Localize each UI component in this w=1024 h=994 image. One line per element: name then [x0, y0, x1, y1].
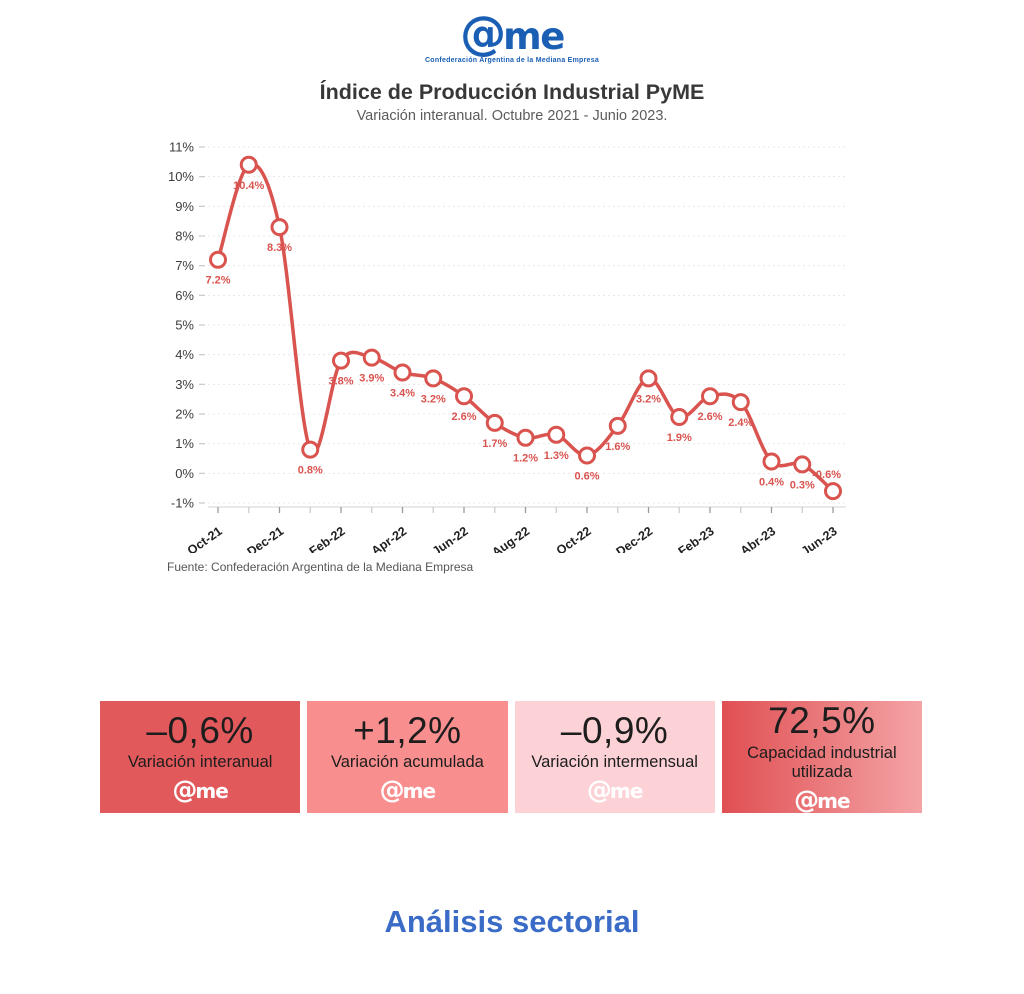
svg-text:6%: 6%	[175, 288, 194, 303]
came-logo-mark: @me	[460, 10, 565, 58]
svg-text:7.2%: 7.2%	[205, 275, 230, 287]
svg-text:2.6%: 2.6%	[697, 411, 722, 423]
svg-text:1.6%: 1.6%	[605, 441, 630, 453]
came-logo-me-text: me	[609, 779, 643, 804]
came-logo-at-glyph: @	[460, 6, 507, 60]
came-logo-me-text: me	[195, 779, 228, 804]
came-logo: @me Confederación Argentina de la Median…	[0, 10, 1024, 64]
came-logo-at-glyph: @	[172, 775, 198, 805]
section-heading: Análisis sectorial	[384, 904, 640, 939]
svg-text:0.4%: 0.4%	[759, 476, 784, 488]
came-logo-at-glyph: @	[379, 775, 405, 805]
svg-text:1%: 1%	[175, 436, 194, 451]
svg-text:3.2%: 3.2%	[421, 393, 446, 405]
svg-text:Oct-21: Oct-21	[185, 524, 225, 553]
svg-text:3.2%: 3.2%	[636, 393, 661, 405]
svg-text:-1%: -1%	[171, 496, 195, 511]
came-logo-white: @me	[794, 784, 850, 814]
svg-text:2.6%: 2.6%	[451, 411, 476, 423]
svg-text:0.6%: 0.6%	[574, 471, 599, 483]
came-logo-white: @me	[586, 775, 643, 805]
stat-value: –0,9%	[560, 709, 669, 751]
stat-value: –0,6%	[146, 709, 254, 751]
source-note: Fuente: Confederación Argentina de la Me…	[167, 560, 474, 574]
stat-value: +1,2%	[353, 709, 462, 751]
came-logo-me-text: me	[817, 788, 850, 813]
chart-title: Índice de Producción Industrial PyME	[319, 80, 705, 104]
stat-label: Variación acumulada	[330, 753, 484, 772]
stat-label: Variación interanual	[127, 753, 273, 772]
came-logo-me-text: me	[503, 15, 565, 58]
svg-text:4%: 4%	[175, 347, 194, 362]
svg-text:7%: 7%	[175, 258, 194, 273]
svg-text:1.7%: 1.7%	[482, 438, 507, 450]
stat-label: Variación intermensual	[531, 753, 698, 772]
svg-text:2.4%: 2.4%	[728, 417, 753, 429]
stat-card-variacion-intermensual: –0,9% Variación intermensual @me	[514, 701, 715, 813]
production-index-line-chart: 11% 10% 9% 8% 7% 6% 5% 4% 3% 2% 1% 0% -1% Oct-21 Dec-2…	[168, 140, 846, 553]
svg-text:10.4%: 10.4%	[233, 180, 264, 192]
svg-text:8.3%: 8.3%	[267, 242, 292, 254]
came-logo-at-glyph: @	[586, 775, 612, 805]
svg-text:8%: 8%	[175, 229, 194, 244]
stat-label: Capacidad industrial utilizada	[747, 743, 897, 781]
came-logo-white: @me	[379, 775, 436, 805]
svg-text:1.3%: 1.3%	[544, 450, 569, 462]
svg-text:3%: 3%	[175, 377, 194, 392]
svg-text:Jun-23: Jun-23	[799, 524, 840, 553]
svg-text:9%: 9%	[175, 199, 194, 214]
stat-card-variacion-interanual: –0,6% Variación interanual @me	[100, 701, 301, 813]
svg-text:0.8%: 0.8%	[298, 465, 323, 477]
svg-text:Dec-22: Dec-22	[614, 524, 656, 553]
came-logo-at-glyph: @	[794, 784, 820, 814]
svg-text:Oct-22: Oct-22	[554, 524, 594, 553]
svg-text:Abr-23: Abr-23	[738, 524, 779, 553]
stat-card-variacion-acumulada: +1,2% Variación acumulada @me	[307, 701, 508, 813]
svg-text:Apr-22: Apr-22	[369, 524, 410, 553]
svg-text:5%: 5%	[175, 318, 194, 333]
came-logo-me-text: me	[402, 779, 436, 804]
svg-text:10%: 10%	[168, 169, 194, 184]
stat-card-capacidad-industrial: 72,5% Capacidad industrial utilizada @me	[721, 700, 922, 814]
stat-cards-row: –0,6% Variación interanual @me +1,2% Var…	[100, 701, 922, 813]
svg-text:Feb-22: Feb-22	[307, 524, 348, 553]
svg-text:3.9%: 3.9%	[359, 373, 384, 385]
svg-text:1.2%: 1.2%	[513, 453, 538, 465]
svg-text:2%: 2%	[175, 407, 194, 422]
svg-text:0.3%: 0.3%	[790, 479, 815, 491]
svg-text:Dec-21: Dec-21	[245, 524, 287, 553]
chart-subtitle: Variación interanual. Octubre 2021 - Jun…	[356, 108, 668, 124]
svg-text:-0.6%: -0.6%	[812, 469, 841, 481]
svg-text:0%: 0%	[175, 466, 194, 481]
svg-text:Feb-23: Feb-23	[676, 524, 717, 553]
svg-text:3.4%: 3.4%	[390, 387, 415, 399]
svg-text:1.9%: 1.9%	[667, 432, 692, 444]
came-logo-subtext: Confederación Argentina de la Mediana Em…	[425, 57, 599, 64]
svg-text:Jun-22: Jun-22	[430, 524, 471, 553]
svg-text:Aug-22: Aug-22	[489, 524, 532, 553]
svg-text:3.8%: 3.8%	[328, 376, 353, 388]
came-logo-white: @me	[172, 775, 228, 805]
svg-text:11%: 11%	[169, 140, 194, 155]
stat-value: 72,5%	[768, 700, 876, 742]
